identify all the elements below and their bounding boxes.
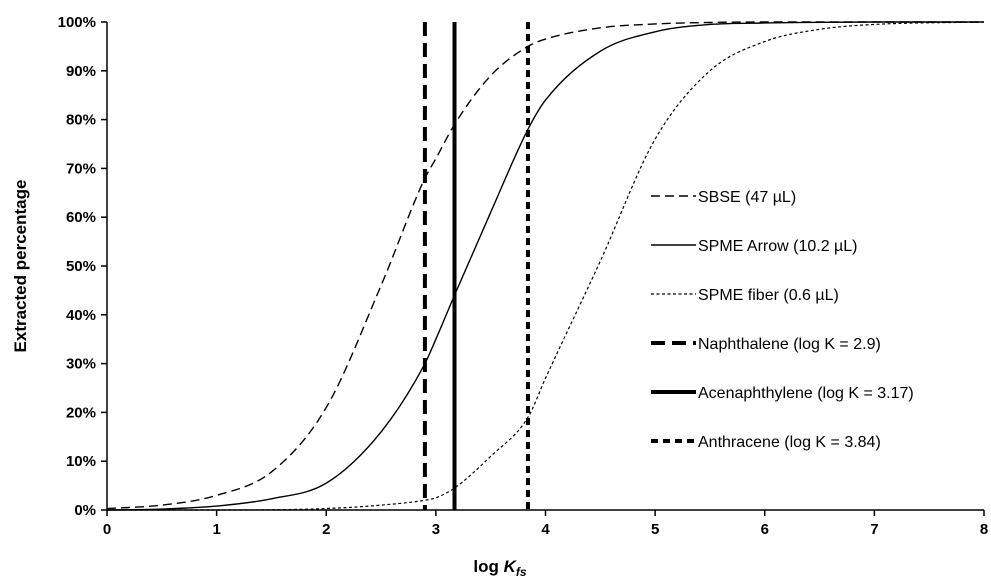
x-tick-label: 1: [212, 521, 220, 538]
x-tick-label: 3: [432, 521, 440, 538]
x-tick-label: 4: [541, 521, 550, 538]
legend-label-2: SPME fiber (0.6 µL): [698, 287, 839, 304]
y-tick-label: 70%: [66, 160, 96, 177]
y-tick-label: 50%: [66, 258, 96, 275]
x-tick-label: 6: [761, 521, 769, 538]
series-line-0: [106, 21, 984, 510]
x-ticks: 0 1 2 3 4 5 6 7 8: [103, 510, 988, 538]
legend-label-3: Naphthalene (log K = 2.9): [698, 336, 881, 353]
y-ticks: 0% 10% 20% 30% 40% 50% 60% 70% 80% 90% 100%: [58, 14, 107, 519]
x-tick-label: 5: [651, 521, 659, 538]
legend-label-4: Acenaphthylene (log K = 3.17): [698, 385, 914, 402]
y-axis-title: Extracted percentage: [11, 180, 30, 353]
y-tick-label: 100%: [58, 14, 96, 31]
y-tick-label: 80%: [66, 112, 96, 129]
series-line-2: [107, 21, 985, 511]
y-tick-label: 30%: [66, 356, 96, 373]
y-tick-label: 10%: [66, 453, 96, 470]
x-tick-label: 2: [322, 521, 330, 538]
legend-label-5: Anthracene (log K = 3.84): [698, 434, 881, 451]
x-tick-label: 0: [103, 521, 111, 538]
y-tick-label: 20%: [66, 404, 96, 421]
curves-layer: [106, 21, 985, 511]
legend-label-1: SPME Arrow (10.2 µL): [698, 238, 858, 255]
x-axis-title: log Kfs: [473, 557, 526, 579]
y-tick-label: 0%: [74, 502, 96, 519]
legend: SBSE (47 µL) SPME Arrow (10.2 µL) SPME fib…: [651, 189, 914, 451]
y-tick-label: 90%: [66, 63, 96, 80]
x-tick-label: 7: [870, 521, 878, 538]
x-tick-label: 8: [980, 521, 988, 538]
series-line-1: [106, 21, 984, 511]
marker-lines-layer: [422, 22, 530, 510]
y-tick-label: 60%: [66, 209, 96, 226]
legend-label-0: SBSE (47 µL): [698, 189, 796, 206]
y-tick-label: 40%: [66, 307, 96, 324]
